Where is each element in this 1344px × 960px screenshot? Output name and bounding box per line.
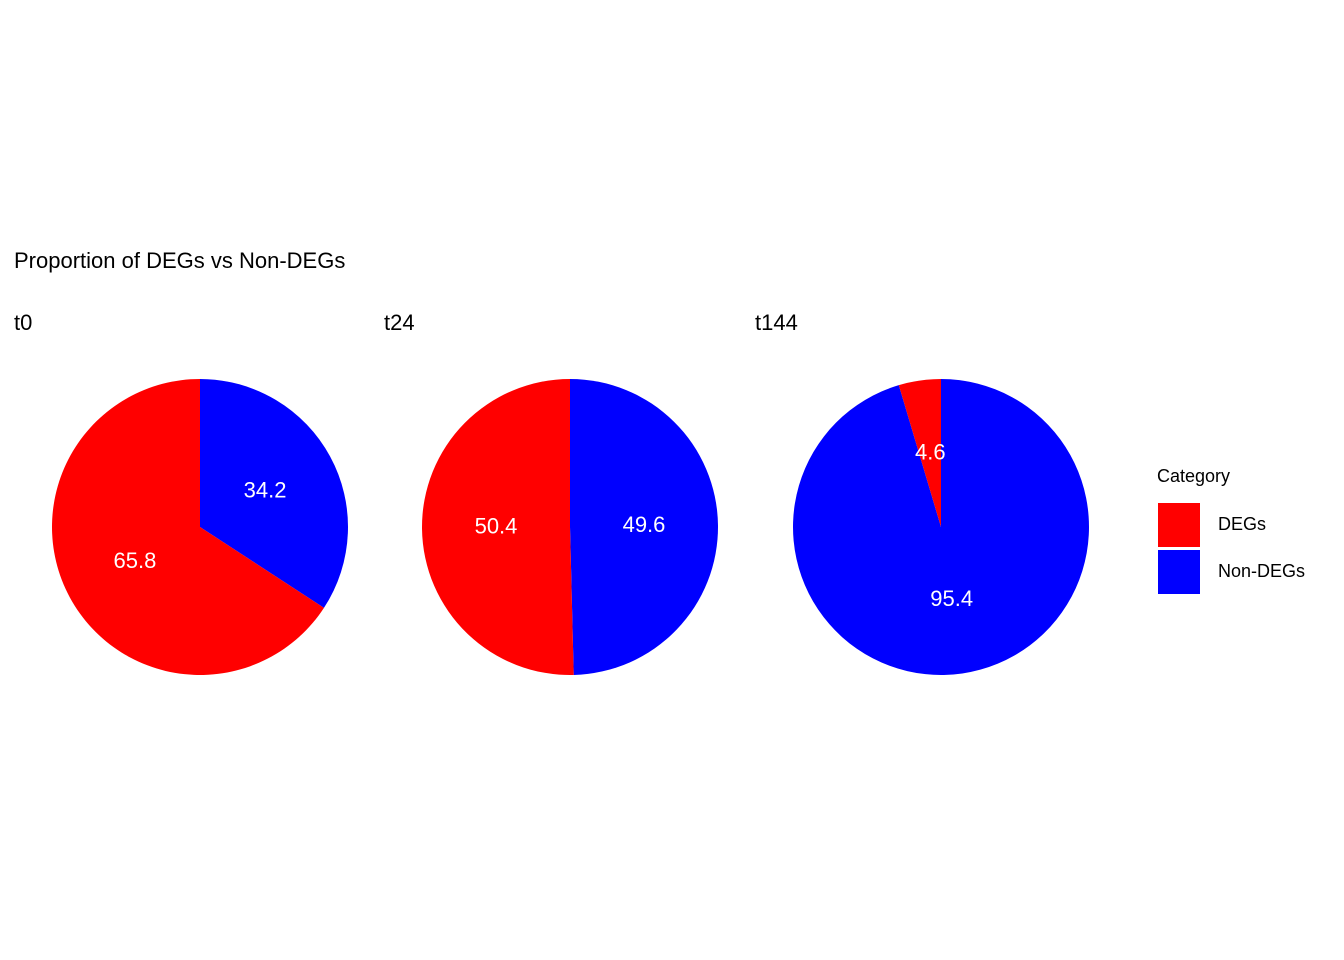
panel-title: t0 — [14, 310, 32, 335]
legend-swatch — [1158, 503, 1200, 547]
value-label: 49.6 — [623, 512, 666, 537]
panel-title: t24 — [384, 310, 415, 335]
pie-slice — [898, 379, 941, 527]
legend-title: Category — [1157, 466, 1230, 486]
pie-slice — [51, 378, 324, 675]
value-label: 95.4 — [930, 586, 973, 611]
pie-slice — [570, 379, 718, 675]
legend-label: DEGs — [1218, 514, 1266, 534]
value-label: 50.4 — [475, 514, 518, 539]
pie-slice — [200, 379, 348, 608]
legend-swatch — [1158, 550, 1200, 594]
value-label: 34.2 — [244, 478, 287, 503]
legend-label: Non-DEGs — [1218, 561, 1305, 581]
value-label: 65.8 — [114, 548, 157, 573]
pie-slice — [421, 379, 574, 675]
chart-title: Proportion of DEGs vs Non-DEGs — [14, 248, 345, 273]
panel-title: t144 — [755, 310, 798, 335]
value-label: 4.6 — [915, 440, 946, 465]
